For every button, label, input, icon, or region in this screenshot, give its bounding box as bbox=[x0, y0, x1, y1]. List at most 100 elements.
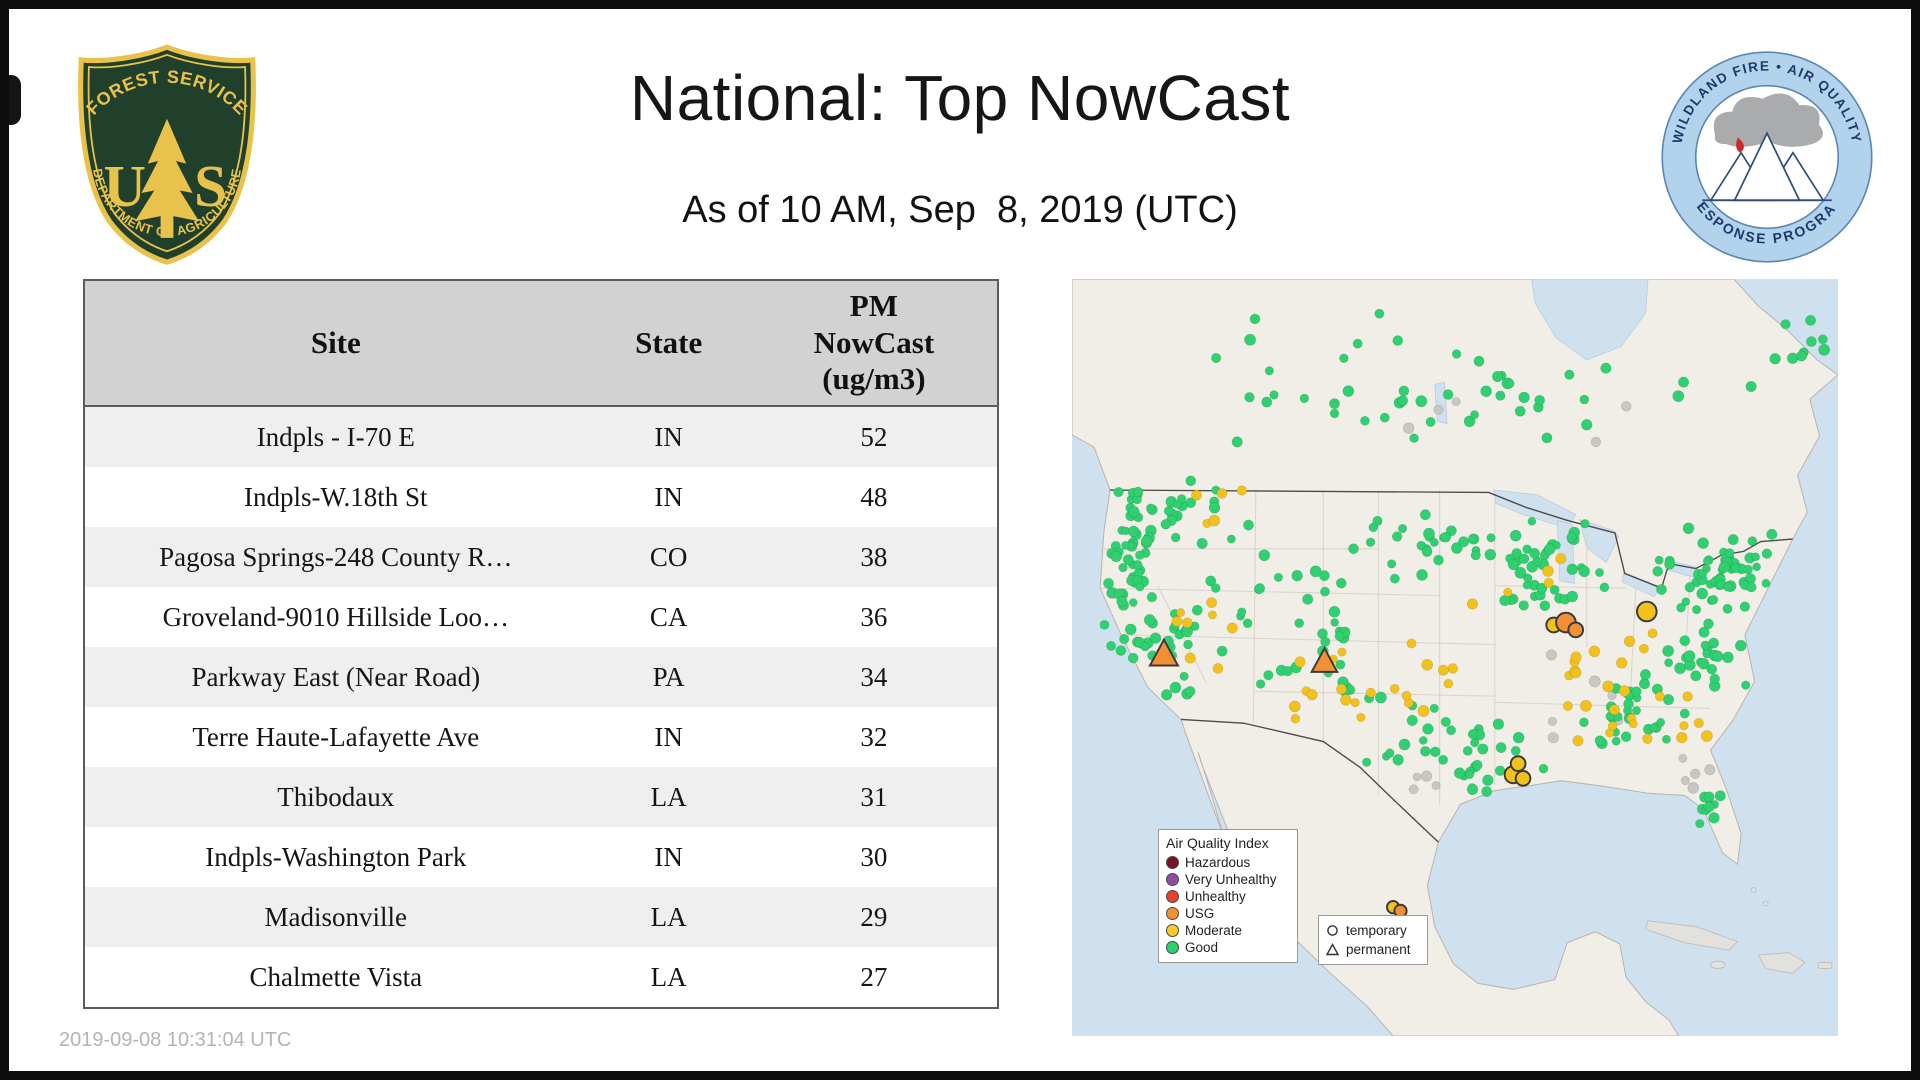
monitor-dot-gray bbox=[1680, 775, 1690, 786]
state-cell: CO bbox=[649, 541, 688, 572]
monitor-dot-good bbox=[1639, 668, 1652, 681]
monitor-dot-gray bbox=[1545, 649, 1558, 661]
monitor-dot-moderate bbox=[1171, 615, 1183, 627]
monitor-dot-good bbox=[1141, 535, 1153, 547]
monitor-dot-gray bbox=[1590, 436, 1602, 448]
monitor-dot-good bbox=[1135, 582, 1145, 592]
monitor-dot-good bbox=[1118, 562, 1128, 573]
monitor-dot-moderate bbox=[1212, 663, 1224, 674]
svg-text:S: S bbox=[194, 154, 227, 219]
monitor-dot-good bbox=[1580, 519, 1590, 529]
monitor-dot-good bbox=[1128, 598, 1138, 607]
monitor-dot-good bbox=[1600, 362, 1612, 374]
monitor-dot-gray bbox=[1408, 784, 1419, 795]
aqi-marker-circle bbox=[1636, 600, 1658, 623]
monitor-dot-good bbox=[1649, 723, 1658, 733]
monitor-dot-good bbox=[1170, 532, 1181, 543]
monitor-dot-good bbox=[1103, 577, 1114, 589]
page-title: National: Top NowCast bbox=[629, 62, 1291, 134]
monitor-dot-moderate bbox=[1562, 701, 1573, 712]
value-cell: 34 bbox=[860, 661, 888, 692]
monitor-dot-good bbox=[1127, 525, 1140, 538]
monitor-dot-good bbox=[1352, 338, 1363, 349]
monitor-dot-good bbox=[1419, 509, 1431, 521]
monitor-dot-good bbox=[1294, 618, 1305, 628]
monitor-dot-moderate bbox=[1337, 647, 1347, 657]
monitor-dot-moderate bbox=[1176, 608, 1186, 618]
monitor-dot-good bbox=[1113, 487, 1124, 498]
monitor-dot-good bbox=[1527, 516, 1537, 526]
table-row: Terre Haute-Lafayette Ave IN 32 bbox=[85, 707, 997, 767]
monitor-dot-moderate bbox=[1336, 683, 1347, 695]
monitor-dot-good bbox=[1514, 566, 1527, 579]
monitor-dot-good bbox=[1196, 537, 1208, 549]
legend-label: USG bbox=[1185, 906, 1215, 921]
table-row: Parkway East (Near Road) PA 34 bbox=[85, 647, 997, 707]
monitor-dot-good bbox=[1397, 395, 1409, 407]
monitor-dot-good bbox=[1458, 536, 1470, 548]
monitor-dot-good bbox=[1806, 336, 1817, 347]
aqi-marker-triangle bbox=[1148, 637, 1180, 667]
state-cell: CA bbox=[649, 601, 688, 632]
monitor-dot-good bbox=[1739, 601, 1751, 612]
monitor-dot-good bbox=[1348, 543, 1359, 555]
monitor-dot-good bbox=[1730, 563, 1741, 574]
monitor-dot-moderate bbox=[1618, 685, 1631, 697]
monitor-dot-good bbox=[1119, 633, 1130, 645]
monitor-dot-good bbox=[1751, 552, 1760, 562]
monitor-dot-good bbox=[1418, 736, 1428, 745]
mountains-icon bbox=[1702, 131, 1832, 202]
monitor-dot-good bbox=[1398, 738, 1411, 751]
monitor-dot-good bbox=[1661, 734, 1671, 744]
monitor-dot-good bbox=[1122, 554, 1134, 566]
monitor-dot-moderate bbox=[1615, 657, 1628, 669]
smoke-plume-icon bbox=[1713, 93, 1823, 147]
legend-label: Good bbox=[1185, 940, 1219, 955]
legend-item: Good bbox=[1166, 939, 1290, 956]
monitor-dot-moderate bbox=[1579, 699, 1592, 712]
monitor-dot-good bbox=[1512, 731, 1525, 744]
monitor-dot-moderate bbox=[1208, 514, 1221, 527]
marker-legend-label: permanent bbox=[1346, 942, 1411, 957]
monitor-dot-good bbox=[1360, 415, 1370, 426]
islands bbox=[1645, 887, 1833, 974]
monitor-dot-moderate bbox=[1226, 622, 1238, 634]
monitor-dot-moderate bbox=[1191, 489, 1202, 501]
monitor-dot-good bbox=[1398, 385, 1410, 397]
monitor-dot-good bbox=[1539, 600, 1551, 612]
monitor-dot-good bbox=[1329, 398, 1340, 410]
monitor-dot-good bbox=[1706, 663, 1718, 675]
monitor-dot-gray bbox=[1704, 764, 1716, 776]
monitor-dot-good bbox=[1339, 353, 1349, 363]
legend-item: Moderate bbox=[1166, 922, 1290, 939]
monitor-dot-good bbox=[1226, 534, 1236, 544]
monitor-dot-gray bbox=[1690, 768, 1701, 780]
monitor-dot-good bbox=[1511, 548, 1522, 559]
monitor-dot-good bbox=[1379, 412, 1390, 423]
monitor-dot-good bbox=[1745, 380, 1757, 393]
monitor-dot-good bbox=[1169, 681, 1182, 694]
monitor-dot-good bbox=[1623, 698, 1634, 710]
marker-legend-row: permanent bbox=[1326, 940, 1420, 959]
monitor-dot-good bbox=[1446, 725, 1457, 736]
monitor-dot-moderate bbox=[1503, 587, 1513, 597]
monitor-dot-good bbox=[1481, 786, 1493, 797]
pine-tree-icon bbox=[135, 118, 199, 238]
monitor-dot-good bbox=[1494, 765, 1506, 776]
monitor-dot-good bbox=[1662, 645, 1675, 657]
forest-service-logo: FOREST SERVICE U S DEPARTMENT OF AGRICUL… bbox=[71, 41, 263, 267]
monitor-dot-good bbox=[1681, 597, 1691, 607]
site-cell: Chalmette Vista bbox=[249, 961, 423, 992]
site-cell: Indpls-Washington Park bbox=[205, 841, 467, 872]
monitor-dot-good bbox=[1172, 499, 1182, 509]
monitor-dot-good bbox=[1708, 594, 1719, 605]
monitor-dot-good bbox=[1106, 640, 1117, 651]
monitor-dot-good bbox=[1160, 689, 1173, 701]
monitor-dot-good bbox=[1299, 393, 1310, 404]
monitor-dot-moderate bbox=[1443, 678, 1454, 689]
state-cell: IN bbox=[654, 481, 683, 512]
monitor-dot-good bbox=[1529, 547, 1540, 559]
monitor-dot-moderate bbox=[1437, 664, 1449, 676]
legend-item: Hazardous bbox=[1166, 854, 1290, 871]
